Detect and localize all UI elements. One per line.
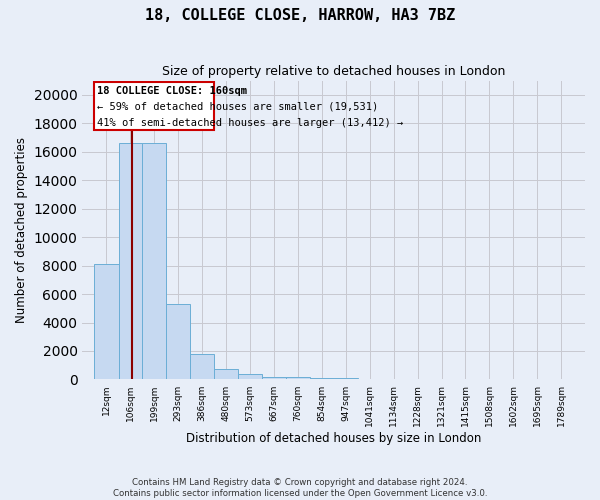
Bar bbox=[262, 376, 286, 380]
Text: Contains HM Land Registry data © Crown copyright and database right 2024.
Contai: Contains HM Land Registry data © Crown c… bbox=[113, 478, 487, 498]
Bar bbox=[142, 143, 166, 380]
Title: Size of property relative to detached houses in London: Size of property relative to detached ho… bbox=[162, 65, 505, 78]
Text: 18 COLLEGE CLOSE: 160sqm: 18 COLLEGE CLOSE: 160sqm bbox=[97, 86, 247, 96]
Bar bbox=[382, 378, 406, 380]
Text: 41% of semi-detached houses are larger (13,412) →: 41% of semi-detached houses are larger (… bbox=[97, 118, 403, 128]
Text: ← 59% of detached houses are smaller (19,531): ← 59% of detached houses are smaller (19… bbox=[97, 101, 378, 111]
X-axis label: Distribution of detached houses by size in London: Distribution of detached houses by size … bbox=[186, 432, 481, 445]
Bar bbox=[190, 354, 214, 380]
Y-axis label: Number of detached properties: Number of detached properties bbox=[15, 137, 28, 323]
Bar bbox=[119, 143, 142, 380]
Bar bbox=[358, 378, 382, 380]
Bar bbox=[94, 264, 119, 380]
Bar bbox=[310, 378, 334, 380]
Text: 18, COLLEGE CLOSE, HARROW, HA3 7BZ: 18, COLLEGE CLOSE, HARROW, HA3 7BZ bbox=[145, 8, 455, 22]
Bar bbox=[214, 370, 238, 380]
Bar bbox=[334, 378, 358, 380]
Bar bbox=[166, 304, 190, 380]
FancyBboxPatch shape bbox=[94, 82, 214, 130]
Bar bbox=[238, 374, 262, 380]
Bar bbox=[406, 379, 430, 380]
Bar bbox=[286, 378, 310, 380]
